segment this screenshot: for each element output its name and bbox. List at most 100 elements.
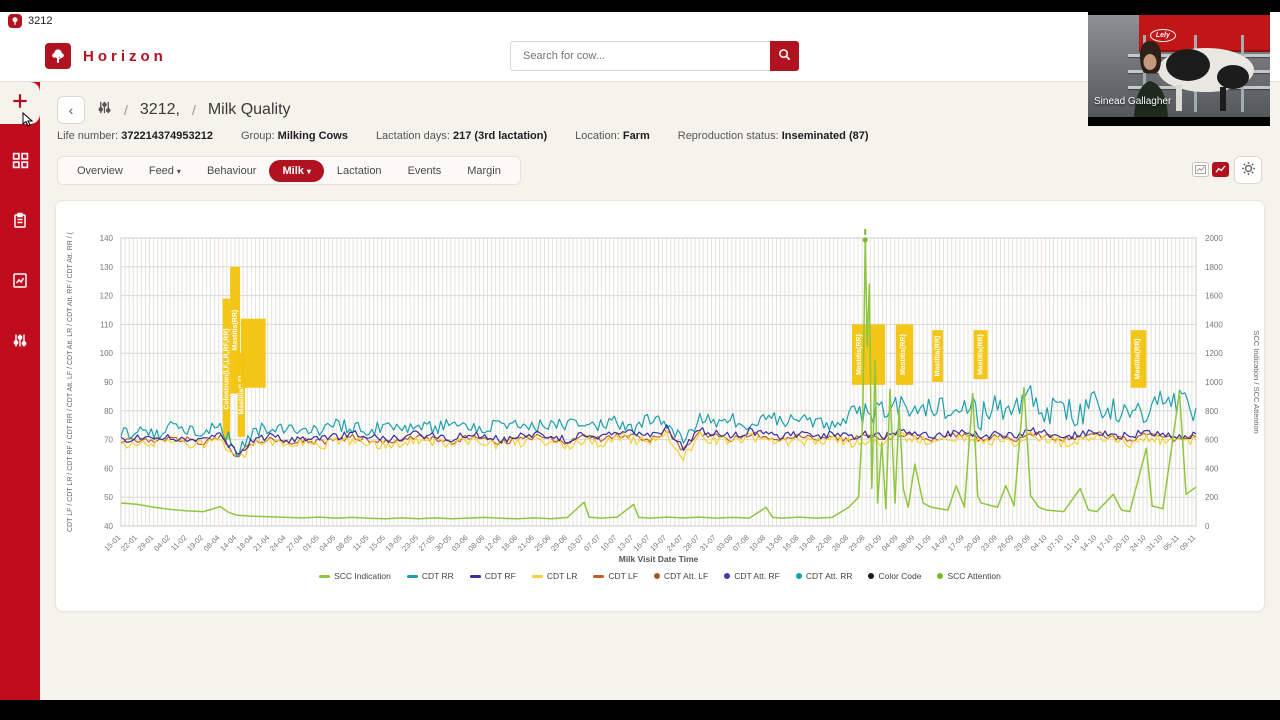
scc-attention-marker xyxy=(862,237,868,243)
y-axis-right-title: SCC Indication / SCC Attention xyxy=(1252,330,1261,433)
x-axis-tick: 10-07 xyxy=(599,533,619,553)
x-axis-tick: 01-09 xyxy=(863,533,883,553)
x-axis-tick: 30-05 xyxy=(433,533,453,553)
x-axis-tick: 15-01 xyxy=(102,533,122,553)
sidebar-item-dashboard[interactable] xyxy=(0,142,40,184)
y-axis-right-tick: 1800 xyxy=(1205,263,1223,272)
filter-sliders-icon[interactable] xyxy=(97,100,112,120)
breadcrumb-cow-number[interactable]: 3212, xyxy=(139,101,180,118)
legend-label: SCC Attention xyxy=(947,571,1001,581)
tab-lactation[interactable]: Lactation xyxy=(336,164,382,177)
x-axis-tick: 18-04 xyxy=(235,533,255,553)
x-axis-tick: 03-08 xyxy=(714,533,734,553)
x-axis-tick: 29-06 xyxy=(549,533,569,553)
chart-settings-button[interactable] xyxy=(1234,156,1262,184)
cow-info-row: Life number: 372214374953212 Group: Milki… xyxy=(57,130,869,142)
legend-item[interactable]: CDT LR xyxy=(531,571,578,581)
os-bottom-bar xyxy=(0,700,1280,720)
sidebar-item-reports[interactable] xyxy=(0,202,40,244)
x-axis-tick: 21-04 xyxy=(251,533,271,553)
y-axis-left-tick: 100 xyxy=(100,349,114,358)
legend-label: CDT LF xyxy=(608,571,638,581)
tab-events[interactable]: Events xyxy=(407,164,442,177)
x-axis-tick: 24-07 xyxy=(665,533,685,553)
series-scc-indication xyxy=(120,237,1197,520)
chart-legend: SCC Indication CDT RR CDT RF CDT LR CDT LF CD… xyxy=(56,571,1264,581)
x-axis-tick: 13-08 xyxy=(764,533,784,553)
tab-milk[interactable]: Milk ▾ xyxy=(269,159,324,182)
event-block xyxy=(895,324,914,385)
sidebar-item-analysis[interactable] xyxy=(0,262,40,304)
y-axis-right-tick: 400 xyxy=(1205,464,1219,473)
participant-name: Sinead Gallagher xyxy=(1094,96,1172,107)
event-block xyxy=(222,298,231,440)
legend-swatch xyxy=(937,573,944,579)
y-axis-left-tick: 70 xyxy=(104,436,113,445)
x-axis-tick: 08-06 xyxy=(466,533,486,553)
x-axis-tick: 26-09 xyxy=(996,533,1016,553)
sliders-icon xyxy=(12,332,28,354)
legend-item[interactable]: CDT LF xyxy=(593,571,638,581)
legend-swatch xyxy=(795,573,802,579)
y-axis-left-tick: 140 xyxy=(100,234,114,243)
x-axis-tick: 16-08 xyxy=(781,533,801,553)
page-title: Milk Quality xyxy=(207,101,291,118)
x-axis-tick: 11-09 xyxy=(913,533,933,553)
search-button[interactable] xyxy=(770,41,799,71)
milk-quality-chart[interactable]: 1401301201101009080706050402000180016001… xyxy=(56,201,1264,611)
table-view-toggle[interactable] xyxy=(1192,162,1209,177)
x-axis-tick: 22-08 xyxy=(814,533,834,553)
event-label: Mastitis(RR) xyxy=(978,334,985,375)
legend-item[interactable]: CDT Att. RR xyxy=(795,571,852,581)
legend-item[interactable]: CDT RR xyxy=(406,571,454,581)
legend-item[interactable]: SCC Attention xyxy=(937,571,1001,581)
legend-item[interactable]: CDT Att. RF xyxy=(724,571,780,581)
search-input[interactable] xyxy=(510,41,770,71)
x-axis-tick: 11-10 xyxy=(1062,533,1082,553)
tab-feed[interactable]: Feed ▾ xyxy=(148,164,181,177)
tab-behaviour[interactable]: Behaviour xyxy=(206,164,257,177)
legend-swatch xyxy=(868,573,875,579)
gear-icon xyxy=(1241,161,1256,179)
legend-swatch xyxy=(531,574,543,578)
brand[interactable]: Horizon xyxy=(45,43,167,69)
legend-label: CDT LR xyxy=(546,571,578,581)
tab-margin[interactable]: Margin xyxy=(467,164,501,177)
plus-icon xyxy=(11,92,29,115)
legend-label: CDT RF xyxy=(484,571,516,581)
x-axis-tick: 15-05 xyxy=(367,533,387,553)
legend-item[interactable]: CDT RF xyxy=(469,571,516,581)
series-cdt-rr xyxy=(120,385,1197,458)
x-axis-tick: 20-10 xyxy=(1111,533,1131,553)
x-axis-tick: 04-10 xyxy=(1029,533,1049,553)
sidebar-item-add[interactable] xyxy=(0,82,40,124)
x-axis-tick: 10-08 xyxy=(747,533,767,553)
back-button[interactable]: ‹ xyxy=(57,96,85,124)
y-axis-left-tick: 120 xyxy=(100,292,114,301)
x-axis-tick: 23-09 xyxy=(979,533,999,553)
x-axis-tick: 04-05 xyxy=(317,533,337,553)
chart-view-toggle[interactable] xyxy=(1212,162,1229,177)
cow-info-item: Reproduction status: Inseminated (87) xyxy=(677,130,869,142)
event-block xyxy=(237,353,246,437)
chevron-down-icon: ▾ xyxy=(306,166,311,176)
legend-item[interactable]: SCC Indication xyxy=(319,571,391,581)
legend-swatch xyxy=(406,574,418,578)
grid-icon xyxy=(12,152,29,174)
window-tab-title[interactable]: 3212 xyxy=(28,15,53,27)
tab-overview[interactable]: Overview xyxy=(77,164,123,177)
legend-item[interactable]: CDT Att. LF xyxy=(653,571,708,581)
y-axis-right-tick: 600 xyxy=(1205,436,1219,445)
breadcrumb: ‹ / 3212, / Milk Quality xyxy=(57,96,291,124)
lely-logo-icon xyxy=(45,43,71,69)
event-block xyxy=(932,330,943,382)
x-axis-tick: 12-06 xyxy=(483,533,503,553)
sidebar-item-settings[interactable] xyxy=(0,322,40,364)
legend-item[interactable]: Color Code xyxy=(868,571,921,581)
window-tab-bar: 3212 xyxy=(0,12,1280,30)
legend-swatch xyxy=(469,574,481,578)
x-axis-tick: 14-04 xyxy=(218,533,238,553)
x-axis-tick: 09-11 xyxy=(1178,533,1198,553)
event-label: Mastitis(RR) xyxy=(935,336,942,377)
